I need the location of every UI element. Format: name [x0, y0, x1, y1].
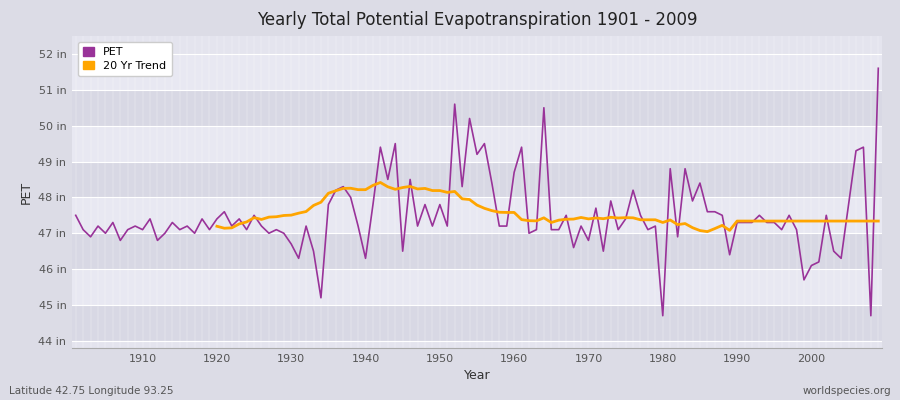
Bar [72, 162, 882, 197]
Text: worldspecies.org: worldspecies.org [803, 386, 891, 396]
Title: Yearly Total Potential Evapotranspiration 1901 - 2009: Yearly Total Potential Evapotranspiratio… [256, 11, 698, 29]
X-axis label: Year: Year [464, 369, 490, 382]
Bar [72, 197, 882, 233]
Legend: PET, 20 Yr Trend: PET, 20 Yr Trend [77, 42, 172, 76]
Bar [72, 90, 882, 126]
Text: Latitude 42.75 Longitude 93.25: Latitude 42.75 Longitude 93.25 [9, 386, 174, 396]
Bar [72, 126, 882, 162]
Bar [72, 305, 882, 341]
Bar [72, 269, 882, 305]
Y-axis label: PET: PET [20, 180, 33, 204]
Bar [72, 233, 882, 269]
Bar [72, 54, 882, 90]
